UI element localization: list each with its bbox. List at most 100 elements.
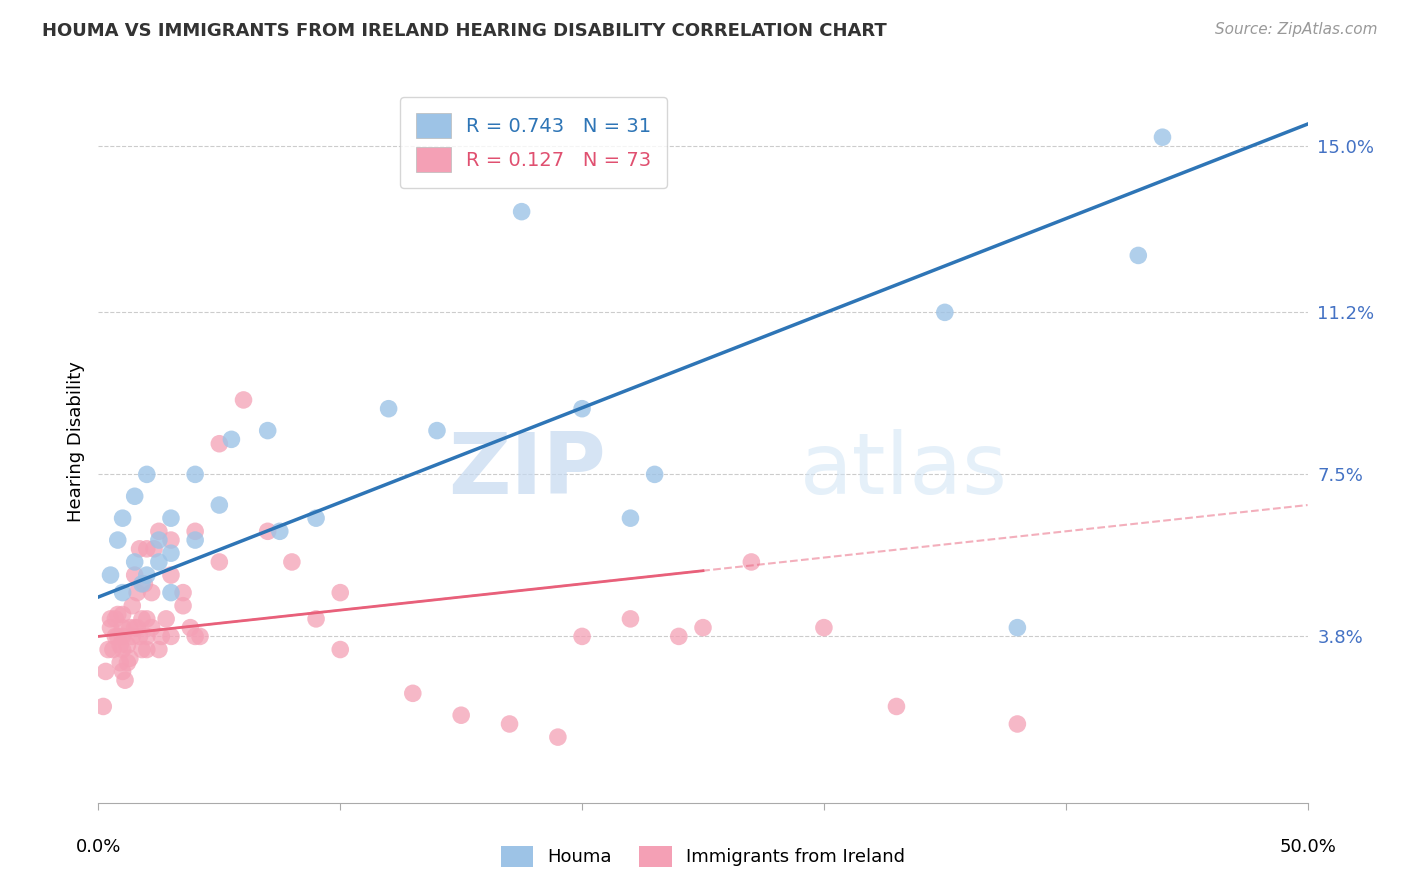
Point — [128, 541, 150, 556]
Point — [155, 612, 177, 626]
Point — [619, 511, 641, 525]
Point — [100, 621, 122, 635]
Point — [100, 568, 122, 582]
Point — [111, 621, 134, 635]
Point — [148, 524, 170, 539]
Text: Source: ZipAtlas.com: Source: ZipAtlas.com — [1215, 22, 1378, 37]
Point — [117, 638, 139, 652]
Point — [172, 585, 194, 599]
Point — [121, 629, 143, 643]
Point — [91, 699, 114, 714]
Point — [141, 585, 163, 599]
Point — [281, 555, 304, 569]
Point — [208, 555, 231, 569]
Legend: R = 0.743   N = 31, R = 0.127   N = 73: R = 0.743 N = 31, R = 0.127 N = 73 — [401, 97, 666, 188]
Point — [111, 585, 134, 599]
Point — [107, 607, 129, 622]
Point — [450, 708, 472, 723]
Point — [101, 642, 124, 657]
Point — [813, 621, 835, 635]
Point — [668, 629, 690, 643]
Point — [121, 599, 143, 613]
Point — [208, 436, 231, 450]
Point — [135, 541, 157, 556]
Point — [1007, 717, 1029, 731]
Point — [232, 392, 254, 407]
Text: HOUMA VS IMMIGRANTS FROM IRELAND HEARING DISABILITY CORRELATION CHART: HOUMA VS IMMIGRANTS FROM IRELAND HEARING… — [42, 22, 887, 40]
Point — [135, 467, 157, 482]
Point — [160, 533, 183, 547]
Point — [571, 401, 593, 416]
Point — [160, 546, 183, 560]
Point — [184, 629, 207, 643]
Point — [172, 599, 194, 613]
Point — [131, 642, 153, 657]
Point — [124, 555, 146, 569]
Point — [118, 621, 141, 635]
Point — [104, 629, 127, 643]
Text: atlas: atlas — [800, 429, 1008, 512]
Point — [1007, 621, 1029, 635]
Text: 0.0%: 0.0% — [76, 838, 121, 855]
Point — [100, 612, 122, 626]
Point — [148, 642, 170, 657]
Point — [141, 621, 163, 635]
Point — [127, 585, 149, 599]
Point — [111, 511, 134, 525]
Point — [131, 577, 153, 591]
Point — [886, 699, 908, 714]
Point — [131, 612, 153, 626]
Point — [104, 612, 127, 626]
Point — [160, 568, 183, 582]
Point — [135, 629, 157, 643]
Point — [692, 621, 714, 635]
Point — [934, 305, 956, 319]
Point — [256, 424, 278, 438]
Point — [111, 642, 134, 657]
Point — [128, 629, 150, 643]
Point — [188, 629, 211, 643]
Point — [94, 665, 117, 679]
Point — [111, 665, 134, 679]
Text: 50.0%: 50.0% — [1279, 838, 1336, 855]
Point — [1152, 130, 1174, 145]
Point — [108, 638, 131, 652]
Point — [329, 642, 352, 657]
Point — [117, 656, 139, 670]
Point — [160, 585, 183, 599]
Point — [619, 612, 641, 626]
Point — [184, 467, 207, 482]
Point — [160, 511, 183, 525]
Point — [571, 629, 593, 643]
Point — [107, 629, 129, 643]
Point — [148, 533, 170, 547]
Point — [547, 730, 569, 744]
Point — [124, 568, 146, 582]
Point — [256, 524, 278, 539]
Point — [108, 656, 131, 670]
Point — [118, 651, 141, 665]
Point — [184, 533, 207, 547]
Point — [135, 612, 157, 626]
Legend: Houma, Immigrants from Ireland: Houma, Immigrants from Ireland — [494, 838, 912, 874]
Point — [426, 424, 449, 438]
Point — [208, 498, 231, 512]
Point — [160, 629, 183, 643]
Point — [498, 717, 520, 731]
Point — [111, 607, 134, 622]
Point — [269, 524, 291, 539]
Point — [305, 612, 328, 626]
Point — [1128, 248, 1150, 262]
Point — [124, 621, 146, 635]
Point — [402, 686, 425, 700]
Point — [377, 401, 399, 416]
Point — [135, 642, 157, 657]
Text: ZIP: ZIP — [449, 429, 606, 512]
Y-axis label: Hearing Disability: Hearing Disability — [66, 361, 84, 522]
Point — [135, 568, 157, 582]
Point — [150, 629, 173, 643]
Point — [134, 577, 156, 591]
Point — [124, 489, 146, 503]
Point — [114, 673, 136, 688]
Point — [221, 433, 243, 447]
